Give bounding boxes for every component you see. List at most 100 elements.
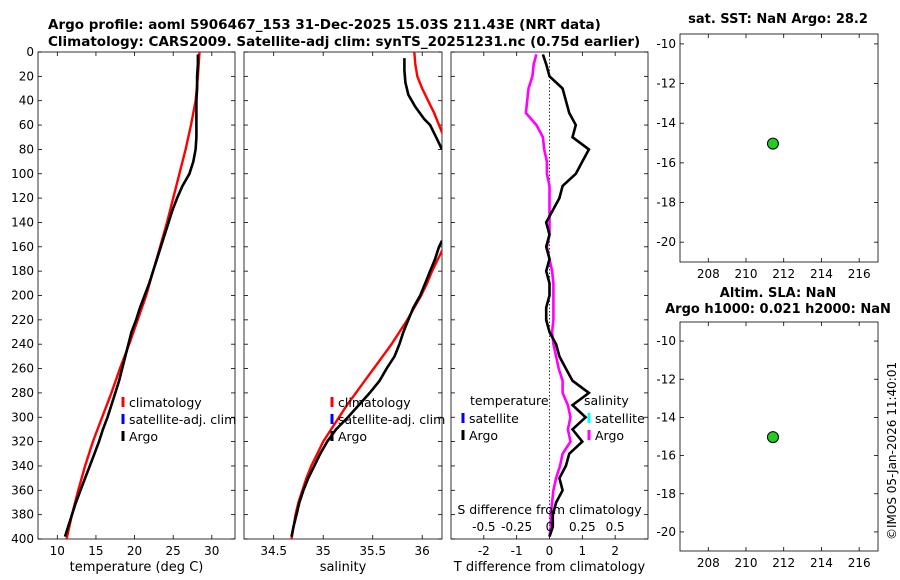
climatology-salinity-line bbox=[413, 52, 442, 136]
x-tick-label: 1 bbox=[579, 544, 587, 558]
argo-salinity-line bbox=[403, 58, 442, 150]
y-tick-label: 300 bbox=[11, 410, 34, 424]
x-tick-label: 10 bbox=[50, 544, 65, 558]
map_sla-axes-frame bbox=[679, 321, 879, 552]
x-tick-label: 34.5 bbox=[260, 544, 287, 558]
legend-label: Argo bbox=[129, 429, 158, 444]
y-tick-label: 140 bbox=[11, 215, 34, 229]
y-tick-label: -16 bbox=[656, 449, 676, 463]
x-tick-label: -1 bbox=[511, 544, 523, 558]
y-tick-label: 320 bbox=[11, 435, 34, 449]
s-diff-tick-label: -0.25 bbox=[501, 520, 532, 534]
y-tick-label: -18 bbox=[656, 487, 676, 501]
x-tick-label: 212 bbox=[772, 556, 795, 570]
y-tick-label: 20 bbox=[19, 69, 34, 83]
sla-map-panel: 208 210 212 214 216 -10 -12 -14 -16 -18 -20 bbox=[656, 321, 879, 570]
profile-location-point bbox=[766, 137, 779, 150]
x-tick-label: 30 bbox=[204, 544, 219, 558]
x-tick-label: 210 bbox=[735, 556, 758, 570]
argo-temperature-diff-line bbox=[541, 53, 592, 538]
x-tick-label: 216 bbox=[848, 556, 871, 570]
s-diff-tick-label: -0.5 bbox=[472, 520, 495, 534]
x-tick-label: 35 bbox=[316, 544, 331, 558]
legend-label: satellite-adj. clim bbox=[129, 412, 236, 427]
x-tick-label: 20 bbox=[127, 544, 142, 558]
x-tick-label: -2 bbox=[478, 544, 490, 558]
y-tick-label: 260 bbox=[11, 362, 34, 376]
salinity-axes-frame bbox=[243, 51, 443, 540]
sst-title: sat. SST: NaN Argo: 28.2 bbox=[688, 12, 868, 27]
x-tick-label: 36 bbox=[415, 544, 430, 558]
s-diff-tick-label: 0 bbox=[546, 520, 554, 534]
y-tick-label: 340 bbox=[11, 459, 34, 473]
x-axis-label: salinity bbox=[320, 560, 367, 575]
x-tick-label: 210 bbox=[735, 267, 758, 281]
salinity-panel: 34.5 35 35.5 36 salinity climatology satellite… bbox=[243, 51, 445, 575]
y-tick-label: -10 bbox=[656, 37, 676, 51]
argo-salinity-line bbox=[290, 240, 442, 537]
argo-temperature-line bbox=[63, 54, 200, 537]
y-tick-label: 380 bbox=[11, 508, 34, 522]
legend-label: climatology bbox=[338, 395, 411, 410]
y-tick-label: 400 bbox=[11, 532, 34, 546]
legend-label: satellite-adj. clim bbox=[338, 412, 445, 427]
y-tick-label: 280 bbox=[11, 386, 34, 400]
y-tick-label: 220 bbox=[11, 313, 34, 327]
legend-title-temperature: temperature bbox=[470, 393, 549, 408]
y-tick-label: 160 bbox=[11, 240, 34, 254]
y-tick-label: -20 bbox=[656, 525, 676, 539]
y-tick-label: 40 bbox=[19, 94, 34, 108]
y-tick-label: 180 bbox=[11, 264, 34, 278]
timestamp: ©IMOS 05-Jan-2026 11:40:01 bbox=[885, 362, 899, 540]
y-tick-label: -10 bbox=[656, 334, 676, 348]
y-tick-label: -12 bbox=[656, 77, 676, 91]
argo-salinity-diff-line bbox=[524, 54, 572, 537]
profile-location-point bbox=[766, 431, 779, 444]
x-tick-label: 208 bbox=[697, 556, 720, 570]
x-tick-label: 0 bbox=[546, 544, 554, 558]
title-line-1: Argo profile: aoml 5906467_153 31-Dec-20… bbox=[48, 17, 601, 33]
sla-title-line-1: Altim. SLA: NaN bbox=[720, 286, 836, 301]
x-tick-label: 214 bbox=[810, 556, 833, 570]
s-diff-tick-label: 0.25 bbox=[569, 520, 596, 534]
difference-panel: -2 -1 0 1 2 T difference from climatology S di… bbox=[450, 51, 649, 575]
sst-map-panel: 208 210 212 214 216 -10 -12 -14 -16 -18 -20 bbox=[656, 33, 879, 281]
y-tick-label: -20 bbox=[656, 235, 676, 249]
y-tick-label: -14 bbox=[656, 116, 676, 130]
s-diff-tick-label: 0.5 bbox=[606, 520, 625, 534]
legend-label: Argo bbox=[469, 428, 498, 443]
x-tick-label: 216 bbox=[848, 267, 871, 281]
x-tick-label: 214 bbox=[810, 267, 833, 281]
temperature-panel: 0 20 40 60 80 100 120 140 160 180 200 220 240 260 280 3… bbox=[11, 45, 236, 575]
y-tick-label: 200 bbox=[11, 289, 34, 303]
x-axis-label: temperature (deg C) bbox=[70, 560, 204, 575]
y-tick-label: 80 bbox=[19, 142, 34, 156]
legend-label: satellite bbox=[469, 411, 519, 426]
y-tick-label: -14 bbox=[656, 410, 676, 424]
x-tick-label: 35.5 bbox=[359, 544, 386, 558]
legend-label: satellite bbox=[595, 411, 645, 426]
x-tick-label: 212 bbox=[772, 267, 795, 281]
legend-label: Argo bbox=[595, 428, 624, 443]
legend-label: Argo bbox=[338, 429, 367, 444]
climatology-temperature-line bbox=[65, 51, 201, 540]
sla-title-line-2: Argo h1000: 0.021 h2000: NaN bbox=[665, 302, 891, 317]
s-diff-axis-label: S difference from climatology bbox=[457, 502, 642, 517]
y-tick-label: -16 bbox=[656, 156, 676, 170]
temperature-axes-frame bbox=[37, 51, 236, 540]
legend-label: climatology bbox=[129, 395, 202, 410]
y-tick-label: 240 bbox=[11, 337, 34, 351]
y-tick-label: -18 bbox=[656, 196, 676, 210]
legend-title-salinity: salinity bbox=[584, 393, 629, 408]
climatology-salinity-line bbox=[290, 248, 442, 539]
y-tick-label: 120 bbox=[11, 191, 34, 205]
y-tick-label: 0 bbox=[26, 45, 34, 59]
x-axis-label: T difference from climatology bbox=[453, 560, 646, 575]
x-tick-label: 15 bbox=[88, 544, 103, 558]
y-tick-label: -12 bbox=[656, 372, 676, 386]
y-tick-label: 60 bbox=[19, 118, 34, 132]
y-tick-label: 360 bbox=[11, 483, 34, 497]
title-line-2: Climatology: CARS2009. Satellite-adj cli… bbox=[48, 34, 640, 50]
x-tick-label: 208 bbox=[697, 267, 720, 281]
